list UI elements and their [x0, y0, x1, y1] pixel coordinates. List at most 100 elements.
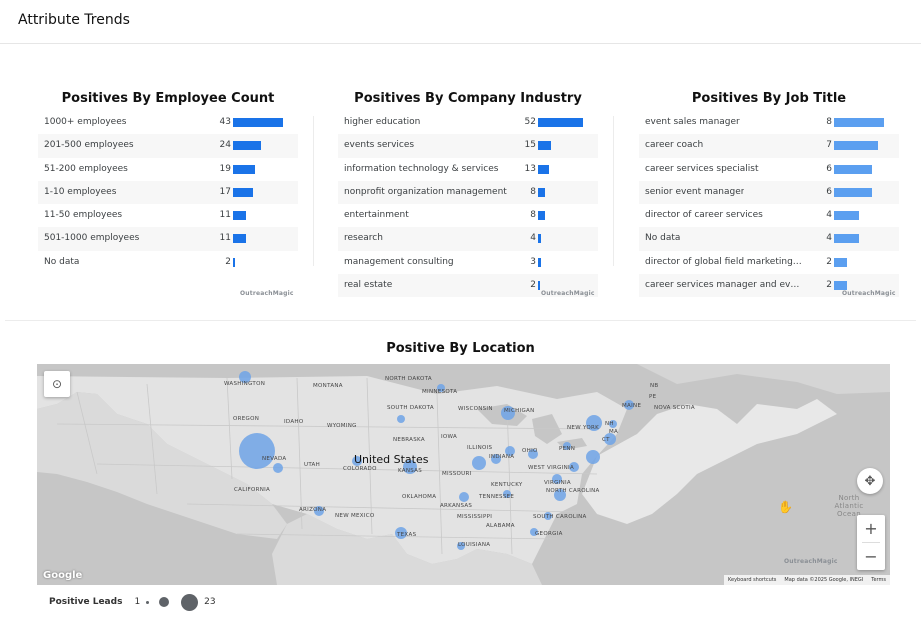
table-row[interactable]: senior event manager 6 [639, 180, 899, 205]
map-place-label: INDIANA [489, 454, 515, 460]
locate-icon[interactable]: ⊙ [44, 371, 70, 397]
legend-dot-large [181, 593, 199, 611]
map-place-label: IDAHO [284, 419, 304, 425]
table-row[interactable]: 1-10 employees 17 [38, 180, 298, 205]
location-bubble[interactable] [457, 542, 465, 550]
location-bubble[interactable] [501, 406, 515, 420]
table-row[interactable]: career services manager and even... 2 [639, 274, 899, 298]
bar [834, 187, 872, 197]
table-row[interactable]: entertainment 8 [338, 204, 598, 227]
table-row[interactable]: director of global field marketing & ...… [639, 251, 899, 274]
map-place-label: MAINE [622, 403, 642, 409]
location-bubble[interactable] [403, 460, 417, 474]
table-row[interactable]: nonprofit organization management 8 [338, 180, 598, 205]
table-row[interactable]: No data 4 [639, 227, 899, 251]
row-value: 2 [225, 256, 231, 267]
row-label: 201-500 employees [44, 140, 134, 151]
table-row[interactable]: higher education 52 [338, 111, 598, 134]
table-row[interactable]: 51-200 employees 19 [38, 158, 298, 181]
location-bubble[interactable] [586, 450, 600, 464]
zoom-out-button[interactable]: − [864, 547, 878, 566]
bar [538, 187, 545, 197]
table-row[interactable]: 501-1000 employees 11 [38, 227, 298, 251]
location-bubble[interactable] [569, 462, 579, 472]
map-place-label: OHIO [522, 448, 538, 454]
table-row[interactable]: research 4 [338, 227, 598, 251]
location-bubble[interactable] [505, 446, 515, 456]
table-row[interactable]: career services specialist 6 [639, 158, 899, 181]
row-value: 2 [826, 256, 832, 267]
row-value: 2 [530, 280, 536, 291]
location-bubble[interactable] [554, 489, 566, 501]
location-bubble[interactable] [586, 415, 602, 431]
map-place-label: NORTH DAKOTA [385, 376, 432, 382]
location-bubble[interactable] [604, 433, 616, 445]
map-place-label: NB [650, 383, 659, 389]
map-place-label: ARIZONA [299, 507, 327, 513]
location-bubble[interactable] [314, 506, 324, 516]
location-bubble[interactable] [352, 456, 362, 466]
location-bubble[interactable] [552, 474, 562, 484]
table-row[interactable]: events services 15 [338, 134, 598, 158]
location-bubble[interactable] [239, 371, 251, 383]
table-row[interactable]: No data 2 [38, 251, 298, 274]
google-logo: Google [43, 570, 83, 581]
keyboard-shortcuts-link[interactable]: Keyboard shortcuts [727, 577, 777, 583]
map-title: Positive By Location [386, 341, 535, 356]
row-value: 13 [524, 163, 536, 174]
row-label: senior event manager [645, 186, 745, 197]
location-bubble[interactable] [491, 454, 501, 464]
location-bubble[interactable] [395, 527, 407, 539]
table-row[interactable]: director of career services 4 [639, 204, 899, 227]
row-value: 8 [826, 117, 832, 127]
row-label: management consulting [344, 256, 454, 267]
location-bubble[interactable] [459, 492, 469, 502]
table-row[interactable]: management consulting 3 [338, 251, 598, 274]
location-bubble[interactable] [397, 415, 405, 423]
row-value: 8 [530, 186, 536, 197]
bar [233, 211, 246, 221]
terms-link[interactable]: Terms [871, 577, 886, 583]
table-row[interactable]: 11-50 employees 11 [38, 204, 298, 227]
country-label: United States [354, 453, 429, 466]
location-bubble[interactable] [528, 449, 538, 459]
bar [538, 141, 551, 151]
location-bubble[interactable] [609, 420, 617, 428]
bar [233, 164, 255, 174]
bar [538, 118, 583, 127]
pan-control-icon[interactable]: ✥ [857, 468, 883, 494]
row-label: higher education [344, 117, 421, 127]
location-bubble[interactable] [563, 442, 571, 450]
location-bubble[interactable] [472, 456, 486, 470]
location-bubble[interactable] [503, 490, 511, 498]
bar [538, 164, 549, 174]
table-row[interactable]: 201-500 employees 24 [38, 134, 298, 158]
row-label: entertainment [344, 210, 409, 221]
row-value: 15 [524, 140, 536, 151]
location-bubble[interactable] [273, 463, 283, 473]
legend-min: 1 [134, 597, 141, 607]
location-bubble[interactable] [530, 528, 538, 536]
location-bubble[interactable] [437, 384, 445, 392]
location-bubble[interactable] [239, 433, 275, 469]
location-map[interactable]: WASHINGTON MONTANA NORTH DAKOTA MINNESOTA OR… [37, 364, 890, 585]
location-bubble[interactable] [624, 400, 634, 410]
zoom-in-button[interactable]: + [864, 519, 878, 538]
table-row[interactable]: real estate 2 [338, 274, 598, 298]
map-place-label: MISSOURI [442, 471, 472, 477]
row-label: 11-50 employees [44, 210, 123, 221]
row-label: 1000+ employees [44, 117, 127, 127]
table-row[interactable]: information technology & services 13 [338, 158, 598, 181]
bar [233, 187, 253, 197]
brand-logo: OutreachMagic [240, 290, 294, 297]
map-place-label: OKLAHOMA [402, 494, 437, 500]
table-row[interactable]: event sales manager 8 [639, 111, 899, 134]
row-value: 7 [826, 140, 832, 151]
map-place-label: NEW YORK [567, 425, 599, 431]
map-place-label: ALABAMA [486, 523, 515, 529]
table-row[interactable]: career coach 7 [639, 134, 899, 158]
map-place-label: LOUISIANA [458, 542, 491, 548]
location-bubble[interactable] [544, 512, 552, 520]
bar [834, 211, 859, 221]
table-row[interactable]: 1000+ employees 43 [38, 111, 298, 134]
